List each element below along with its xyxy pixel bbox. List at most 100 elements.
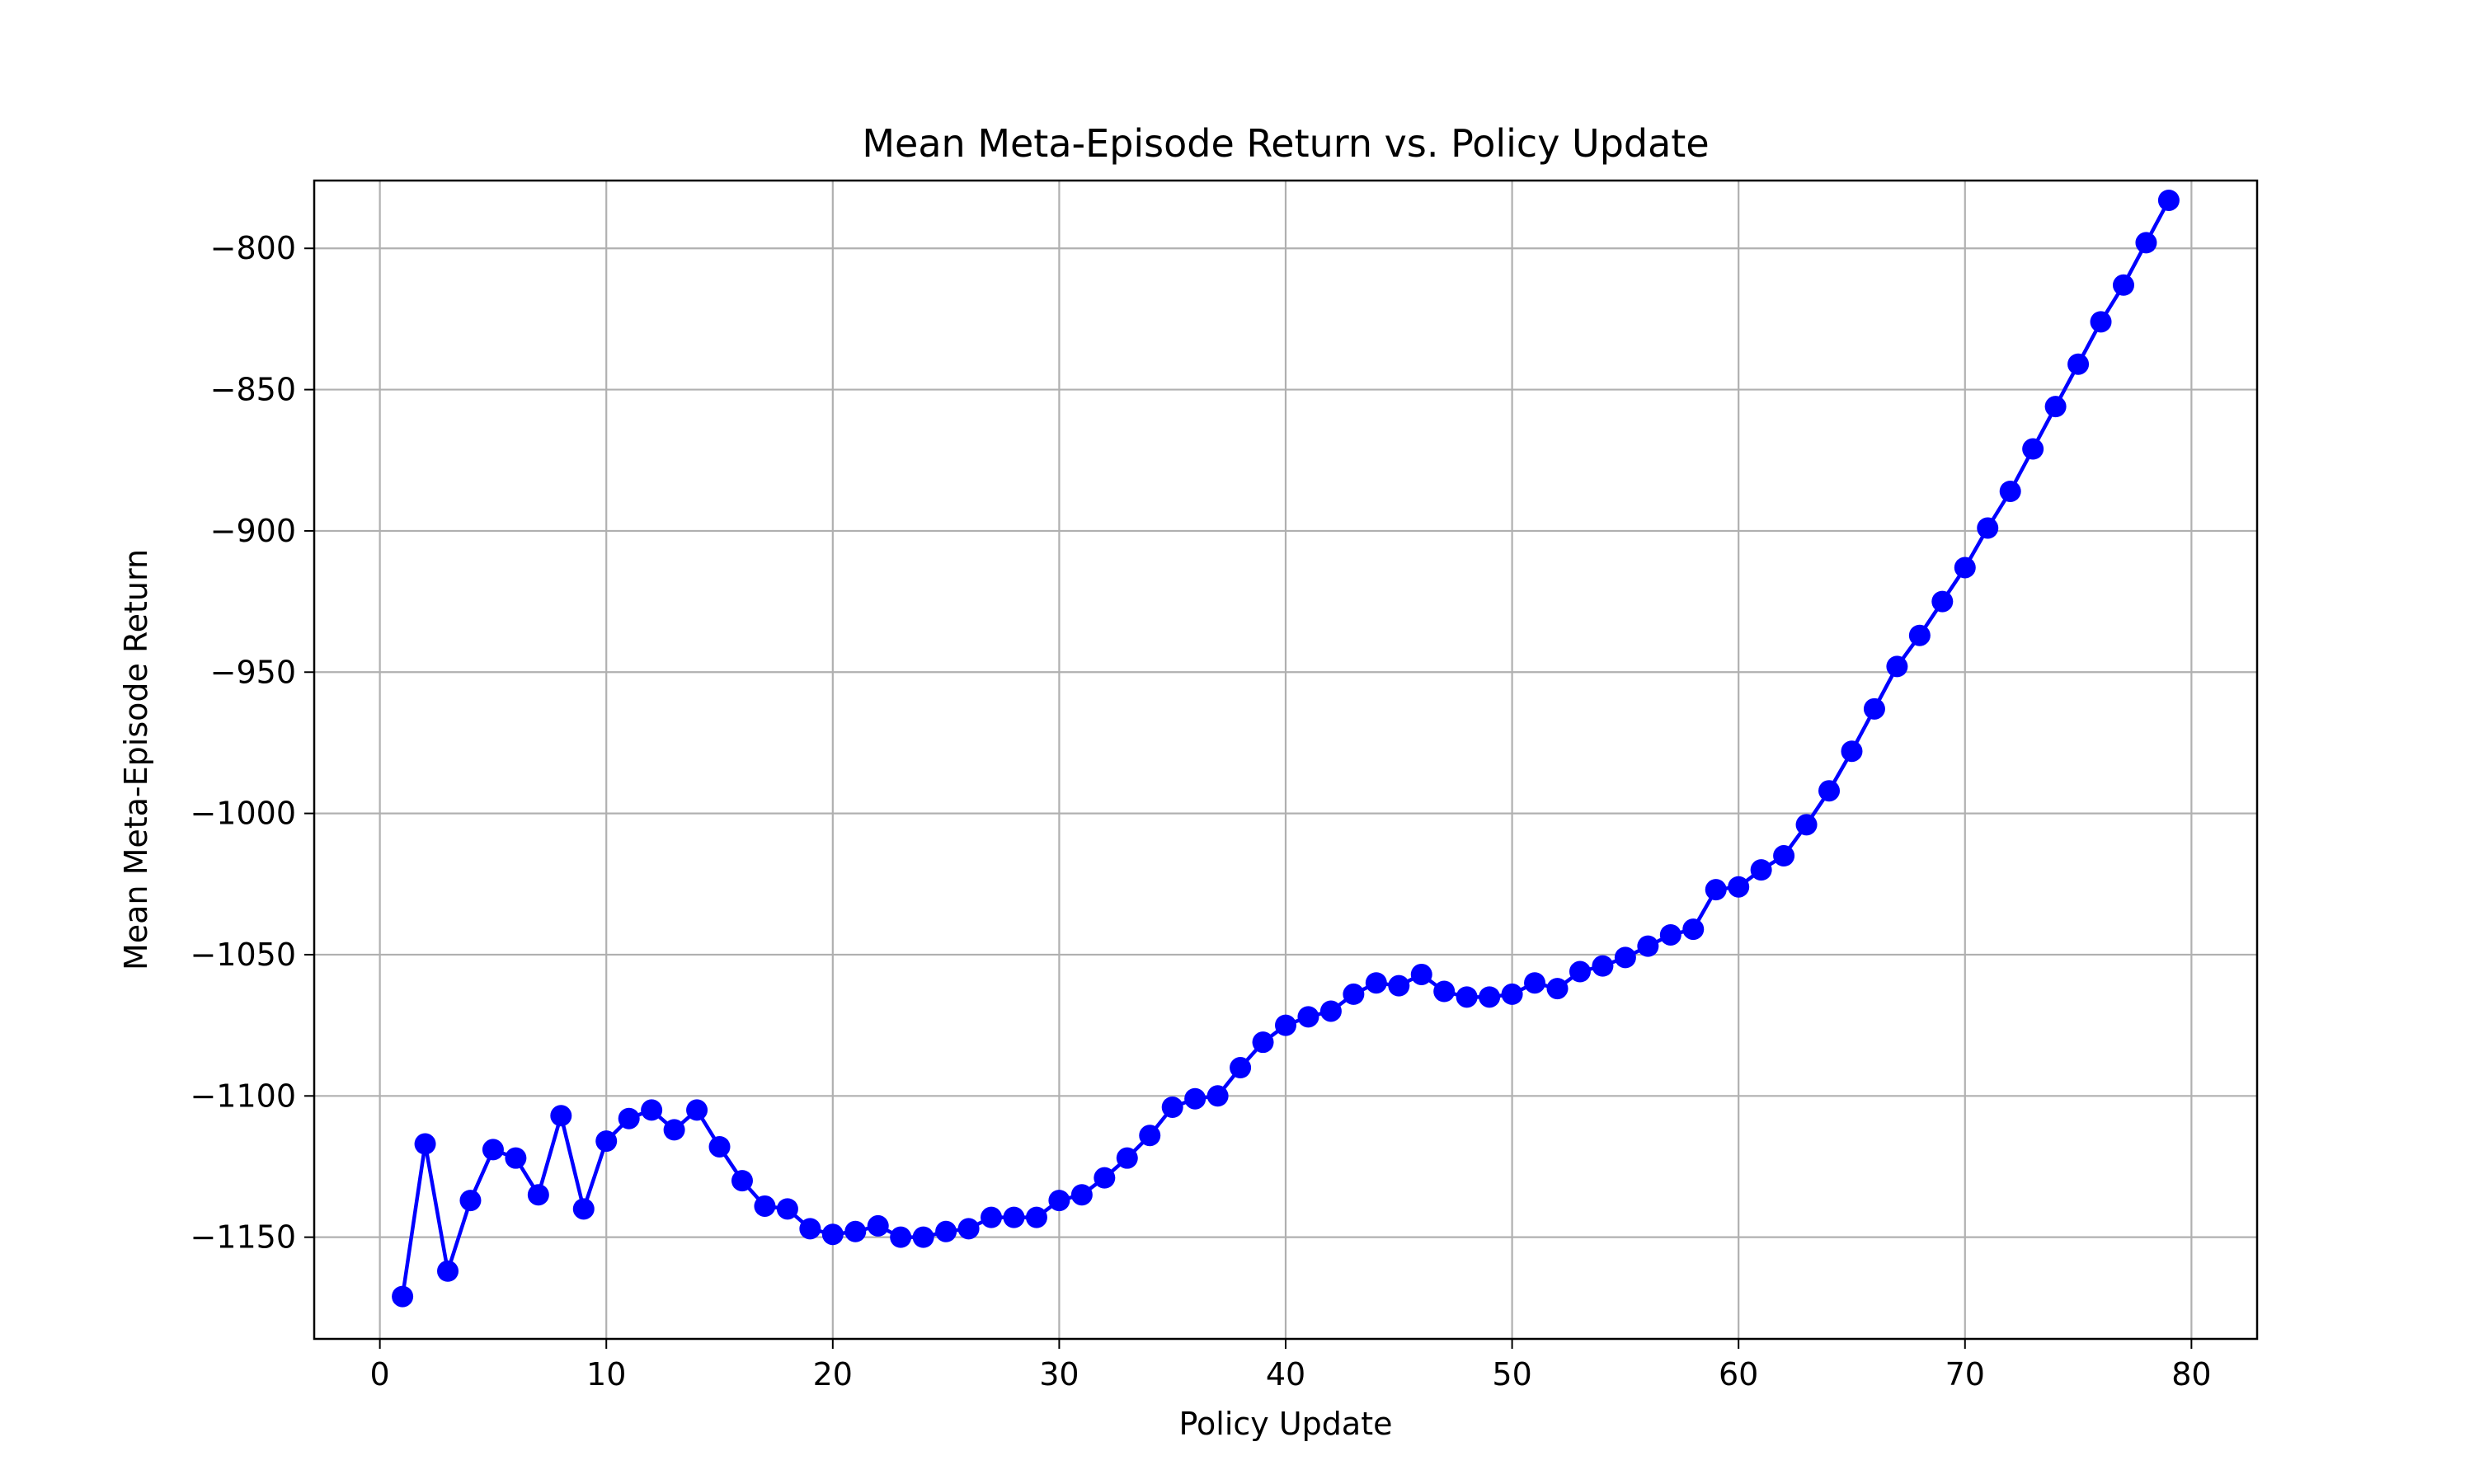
data-point — [663, 1119, 685, 1141]
data-point — [527, 1184, 549, 1206]
x-tick-label: 10 — [586, 1356, 626, 1392]
data-point — [595, 1130, 618, 1153]
data-point — [890, 1226, 912, 1248]
data-point — [1524, 972, 1546, 994]
data-point — [1546, 978, 1569, 1000]
data-point — [1343, 983, 1365, 1005]
data-point — [1614, 946, 1636, 969]
data-point — [2135, 232, 2157, 254]
x-tick-label: 80 — [2171, 1356, 2211, 1392]
data-point — [1025, 1206, 1047, 1228]
x-tick-label: 40 — [1266, 1356, 1305, 1392]
data-point — [1682, 918, 1705, 941]
data-point — [957, 1218, 980, 1240]
data-point — [1479, 986, 1501, 1008]
data-point — [1003, 1206, 1025, 1228]
x-tick-label: 60 — [1719, 1356, 1758, 1392]
data-point — [1388, 974, 1410, 997]
data-series — [392, 189, 2180, 1308]
data-point — [550, 1105, 572, 1127]
data-point — [1750, 859, 1772, 881]
data-point — [1275, 1014, 1296, 1036]
y-tick-label: −1000 — [190, 796, 296, 832]
y-tick-label: −1150 — [190, 1219, 296, 1256]
grid — [314, 181, 2257, 1339]
data-point — [641, 1099, 663, 1121]
data-point — [459, 1190, 482, 1212]
data-point — [1206, 1085, 1229, 1107]
data-point — [1908, 624, 1931, 646]
data-point — [1977, 517, 1999, 539]
data-point — [1818, 780, 1841, 802]
data-point — [618, 1107, 640, 1129]
y-tick-label: −900 — [210, 513, 296, 549]
data-point — [1637, 935, 1659, 957]
data-point — [1592, 955, 1614, 977]
data-point — [1252, 1031, 1274, 1054]
data-point — [1728, 876, 1750, 898]
data-point — [1433, 980, 1456, 1003]
data-point — [1954, 556, 1976, 579]
data-point — [1365, 972, 1387, 994]
data-point — [392, 1285, 414, 1308]
y-axis-label: Mean Meta-Episode Return — [118, 549, 154, 970]
data-point — [776, 1198, 798, 1220]
data-point — [2112, 274, 2134, 296]
data-point — [2067, 353, 2090, 375]
y-tick-label: −1050 — [190, 937, 296, 973]
data-point — [844, 1220, 867, 1242]
data-point — [1795, 814, 1818, 836]
data-point — [1094, 1167, 1116, 1189]
data-point — [1319, 1000, 1342, 1022]
data-point — [981, 1206, 1003, 1228]
data-point — [437, 1260, 459, 1282]
y-tick-label: −1100 — [190, 1078, 296, 1114]
data-point — [1161, 1097, 1183, 1118]
data-point — [686, 1099, 708, 1121]
data-point — [505, 1147, 527, 1169]
x-tick-label: 70 — [1945, 1356, 1985, 1392]
data-point — [2044, 396, 2067, 418]
data-point — [867, 1214, 889, 1237]
chart-title: Mean Meta-Episode Return vs. Policy Upda… — [862, 121, 1709, 166]
data-point — [572, 1198, 595, 1220]
data-point — [1931, 590, 1954, 613]
x-axis-label: Policy Update — [1178, 1406, 1392, 1442]
x-tick-label: 30 — [1039, 1356, 1079, 1392]
data-point — [799, 1218, 821, 1240]
data-point — [1297, 1006, 1319, 1028]
data-point — [1999, 480, 2021, 502]
y-tick-label: −950 — [210, 654, 296, 690]
data-point — [1705, 879, 1727, 901]
data-point — [1048, 1190, 1070, 1212]
data-point — [708, 1135, 731, 1158]
data-point — [414, 1133, 436, 1155]
data-point — [1139, 1125, 1161, 1147]
data-point — [2090, 311, 2112, 333]
data-point — [1886, 655, 1908, 678]
data-point — [1230, 1057, 1252, 1079]
data-point — [935, 1220, 957, 1242]
data-point — [1410, 963, 1432, 985]
data-point — [1456, 986, 1478, 1008]
data-point — [1070, 1184, 1093, 1206]
data-point — [821, 1223, 844, 1246]
data-point — [1569, 960, 1591, 983]
x-tick-label: 20 — [813, 1356, 853, 1392]
data-point — [1501, 983, 1523, 1005]
y-tick-label: −800 — [210, 230, 296, 266]
data-point — [754, 1195, 776, 1217]
data-point — [731, 1170, 753, 1192]
x-tick-label: 50 — [1492, 1356, 1531, 1392]
data-point — [1863, 697, 1885, 720]
data-point — [2157, 189, 2180, 211]
data-point — [1773, 845, 1795, 867]
data-point — [2022, 438, 2044, 460]
data-point — [912, 1226, 934, 1248]
data-point — [1116, 1147, 1138, 1169]
ticks: 0 10 20 30 40 50 60 70 80 −800 −850 −900 −950 −1000 −1… — [190, 230, 2211, 1392]
data-point — [1659, 923, 1681, 946]
y-tick-label: −850 — [210, 372, 296, 408]
